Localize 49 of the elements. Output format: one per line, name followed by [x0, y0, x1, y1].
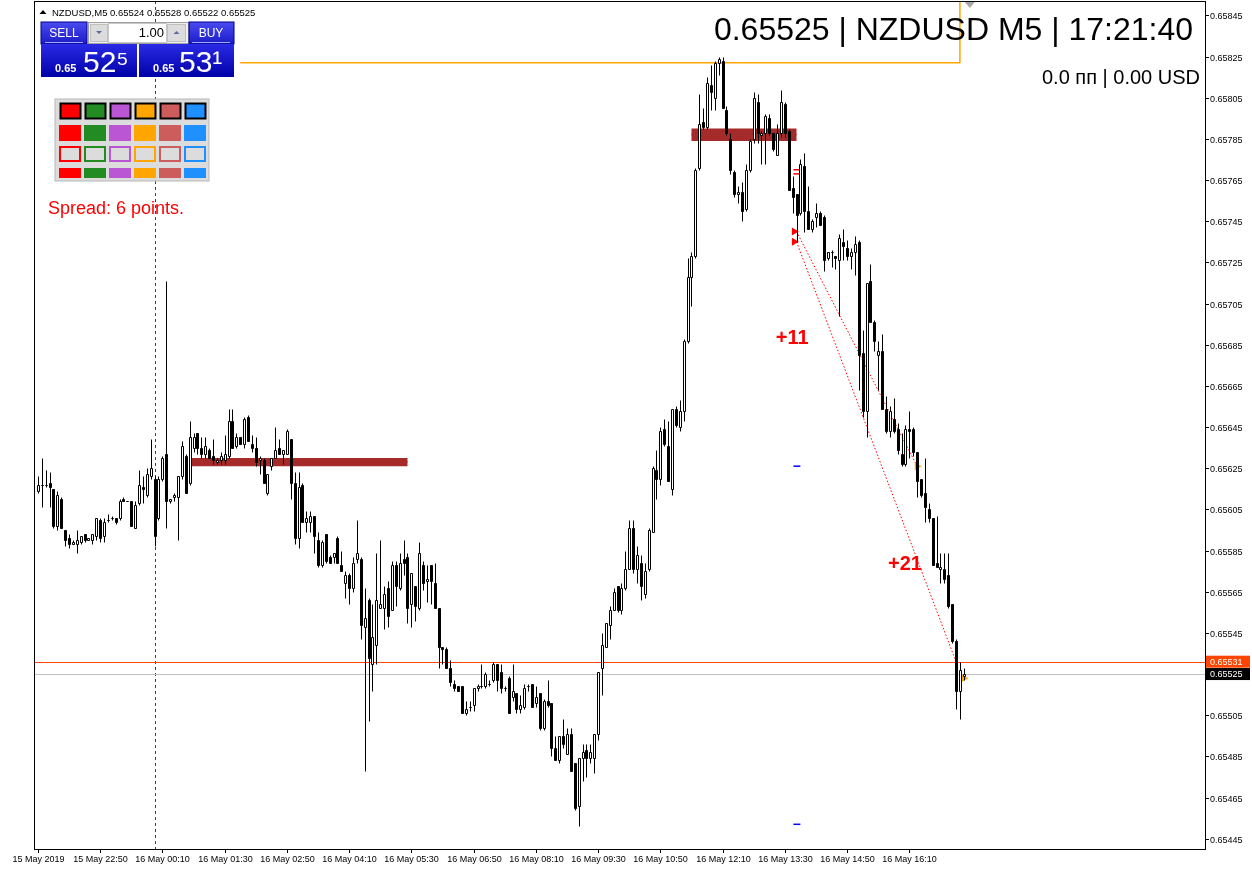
x-tick-label: 16 May 10:50	[633, 854, 688, 864]
annotation: 0.0 пп | 0.00 USD	[1041, 66, 1200, 88]
x-tick-label: 15 May 22:50	[73, 854, 128, 864]
y-tick-label: 0.65705	[1210, 299, 1243, 310]
annotation: 0.65	[153, 62, 175, 74]
y-tick-label: 0.65485	[1210, 751, 1243, 762]
y-tick-label: 0.65565	[1210, 587, 1243, 598]
annotation: Spread: 6 points.	[48, 198, 185, 218]
y-tick-label: 0.65645	[1210, 422, 1243, 433]
x-tick-label: 16 May 08:10	[509, 854, 564, 864]
y-tick-label: 0.65505	[1210, 710, 1243, 721]
annotation: 0.65	[55, 62, 77, 74]
annotation: 53¹	[179, 45, 223, 78]
x-tick-label: 16 May 16:10	[882, 854, 937, 864]
text: NZDUSD,M5 0.65524 0.65528 0.65522 0.65525	[52, 7, 256, 18]
x-tick-label: 15 May 2019	[12, 854, 65, 864]
y-tick-label: 0.65585	[1210, 546, 1243, 557]
x-tick-label: 16 May 13:30	[758, 854, 813, 864]
annotation: 52⁵	[83, 45, 129, 78]
y-tick-label: 0.65465	[1210, 793, 1243, 804]
annotation: BUY	[198, 26, 224, 40]
x-tick-label: 16 May 04:10	[322, 854, 377, 864]
x-tick-label: 16 May 01:30	[198, 854, 253, 864]
x-tick-label: 16 May 02:50	[260, 854, 315, 864]
annotation: 1.00	[138, 25, 164, 40]
x-tick-label: 16 May 05:30	[384, 854, 439, 864]
y-tick-label: 0.65725	[1210, 257, 1243, 268]
y-tick-label: 0.65685	[1210, 340, 1243, 351]
y-tick-label: 0.65625	[1210, 463, 1243, 474]
y-tick-label: 0.65745	[1210, 216, 1243, 227]
x-tick-label: 16 May 12:10	[696, 854, 751, 864]
ref-line-label: 0.65525	[1210, 669, 1243, 680]
y-tick-label: 0.65445	[1210, 834, 1243, 845]
y-tick-label: 0.65665	[1210, 381, 1243, 392]
y-tick-label: 0.65545	[1210, 628, 1243, 639]
annotation: +11	[775, 326, 809, 348]
x-tick-label: 16 May 06:50	[447, 854, 502, 864]
y-tick-label: 0.65765	[1210, 175, 1243, 186]
y-tick-label: 0.65785	[1210, 134, 1243, 145]
y-tick-label: 0.65845	[1210, 10, 1243, 21]
x-tick-label: 16 May 14:50	[820, 854, 875, 864]
x-tick-label: 16 May 00:10	[135, 854, 190, 864]
annotation: +21	[887, 552, 922, 574]
x-tick-label: 16 May 09:30	[571, 854, 626, 864]
ref-line-label: 0.65531	[1210, 656, 1243, 667]
y-tick-label: 0.65805	[1210, 93, 1243, 104]
y-tick-label: 0.65605	[1210, 504, 1243, 515]
annotation: SELL	[49, 26, 79, 40]
y-tick-label: 0.65825	[1210, 52, 1243, 63]
